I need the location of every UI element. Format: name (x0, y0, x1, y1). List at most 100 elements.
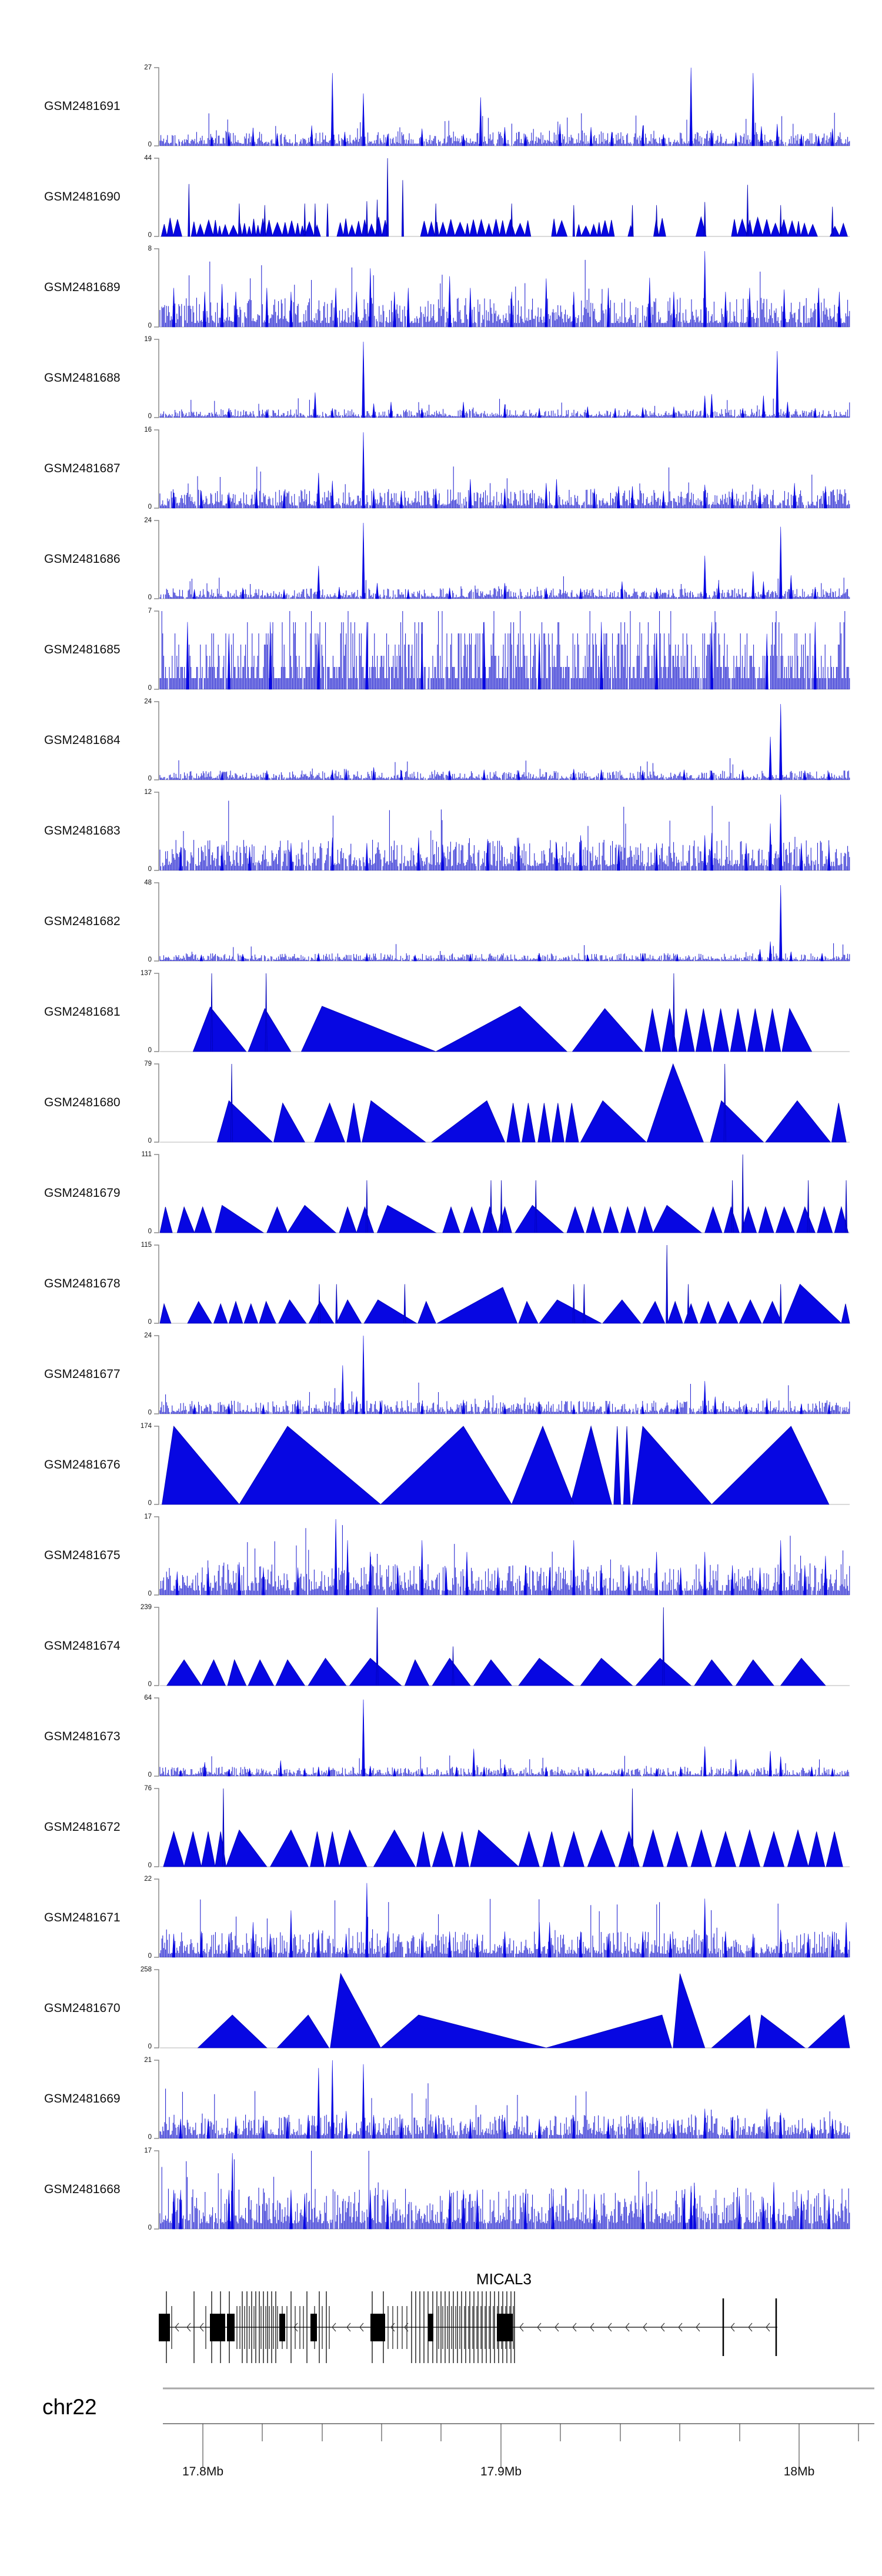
track-label: GSM2481687 (44, 461, 121, 475)
signal-triangles (161, 158, 848, 237)
track-zero-value: 0 (148, 1228, 152, 1235)
track-GSM2481686 (154, 520, 850, 599)
track-label: GSM2481678 (44, 1276, 121, 1290)
signal-peaks (172, 1883, 848, 1958)
track-label: GSM2481669 (44, 2091, 121, 2105)
gene-name-label: MICAL3 (476, 2270, 532, 2288)
track-GSM2481691 (154, 67, 850, 146)
track-label: GSM2481680 (44, 1095, 121, 1109)
track-max-value: 19 (144, 336, 152, 343)
track-GSM2481684 (154, 701, 850, 780)
signal-triangles (159, 1244, 850, 1324)
track-GSM2481678 (154, 1244, 850, 1324)
gene-cds-exon-box (227, 2314, 235, 2341)
signal-base (159, 758, 850, 780)
track-zero-value: 0 (148, 1681, 152, 1688)
track-y-axis-bracket (154, 2060, 159, 2139)
track-y-axis-bracket (154, 1878, 159, 1958)
track-zero-value: 0 (148, 1500, 152, 1507)
signal-base (159, 2151, 850, 2229)
track-zero-value: 0 (148, 685, 152, 692)
track-zero-value: 0 (148, 141, 152, 148)
track-max-value: 24 (144, 698, 152, 705)
signal-base (159, 1382, 850, 1414)
track-label: GSM2481682 (44, 914, 121, 928)
track-max-value: 21 (144, 2057, 152, 2064)
signal-triangles (159, 1154, 849, 1233)
gene-cds-exon-box (310, 2314, 317, 2341)
track-GSM2481670 (154, 1969, 850, 2048)
signal-peaks (186, 622, 817, 690)
axis-minor-ticks (262, 2424, 859, 2441)
track-y-axis-bracket (154, 1516, 159, 1596)
gene-cds-exon-box (210, 2314, 225, 2341)
track-y-axis-bracket (154, 248, 159, 328)
track-max-value: 27 (144, 64, 152, 71)
track-y-axis-bracket (154, 792, 159, 871)
track-zero-value: 0 (148, 594, 152, 601)
track-label: GSM2481675 (44, 1548, 121, 1562)
track-max-value: 239 (140, 1604, 152, 1611)
signal-base (159, 2083, 850, 2138)
track-y-axis-bracket (154, 1426, 159, 1505)
signal-peaks (172, 251, 841, 328)
track-max-value: 24 (144, 1332, 152, 1339)
track-max-value: 16 (144, 426, 152, 433)
track-y-axis-bracket (154, 1154, 159, 1233)
signal-peaks (210, 67, 834, 146)
track-label: GSM2481691 (44, 99, 121, 113)
track-zero-value: 0 (148, 775, 152, 782)
track-y-axis-bracket (154, 1244, 159, 1324)
signal-base (159, 611, 850, 689)
track-max-value: 111 (141, 1151, 152, 1158)
track-zero-value: 0 (148, 1590, 152, 1597)
axis-tick-label: 17.8Mb (182, 2465, 224, 2478)
signal-triangles (216, 1063, 847, 1143)
signal-peaks (220, 703, 831, 780)
track-max-value: 8 (148, 245, 152, 252)
track-y-axis-bracket (154, 1697, 159, 1777)
gene-cds-exon-box (159, 2314, 170, 2341)
axis-tick-label: 18Mb (783, 2465, 815, 2478)
track-y-axis-bracket (154, 520, 159, 599)
track-GSM2481679 (154, 1154, 850, 1233)
track-label: GSM2481671 (44, 1910, 121, 1924)
gene-cds-exon-box (428, 2314, 433, 2341)
track-zero-value: 0 (148, 1771, 152, 1778)
track-max-value: 12 (144, 789, 152, 796)
track-label: GSM2481672 (44, 1820, 121, 1834)
signal-peaks (192, 522, 817, 599)
track-zero-value: 0 (148, 232, 152, 239)
track-y-axis-bracket (154, 610, 159, 690)
track-GSM2481671 (154, 1878, 850, 1958)
track-GSM2481669 (154, 2060, 850, 2139)
track-zero-value: 0 (148, 1319, 152, 1326)
track-label: GSM2481674 (44, 1639, 121, 1653)
track-max-value: 76 (144, 1785, 152, 1792)
signal-base (159, 943, 850, 961)
chromosome-axis (163, 2387, 874, 2468)
signal-base (159, 1525, 850, 1595)
signal-base (159, 259, 850, 327)
signal-peaks (175, 1519, 827, 1596)
track-label: GSM2481673 (44, 1729, 121, 1743)
track-GSM2481685 (154, 610, 850, 690)
track-label: GSM2481668 (44, 2182, 121, 2196)
gene-model-track (159, 2291, 777, 2363)
signal-peaks (179, 1699, 834, 1777)
signal-triangles (166, 1607, 826, 1686)
track-max-value: 258 (140, 1966, 152, 1973)
track-zero-value: 0 (148, 1137, 152, 1144)
track-GSM2481672 (154, 1788, 850, 1867)
track-label: GSM2481688 (44, 371, 121, 385)
signal-base (159, 112, 850, 146)
track-y-axis-bracket (154, 1335, 159, 1414)
track-y-axis-bracket (154, 1063, 159, 1143)
track-zero-value: 0 (148, 2224, 152, 2231)
track-max-value: 137 (140, 970, 152, 977)
track-max-value: 44 (144, 155, 152, 162)
track-zero-value: 0 (148, 1047, 152, 1054)
track-zero-value: 0 (148, 322, 152, 329)
track-GSM2481680 (154, 1063, 850, 1143)
